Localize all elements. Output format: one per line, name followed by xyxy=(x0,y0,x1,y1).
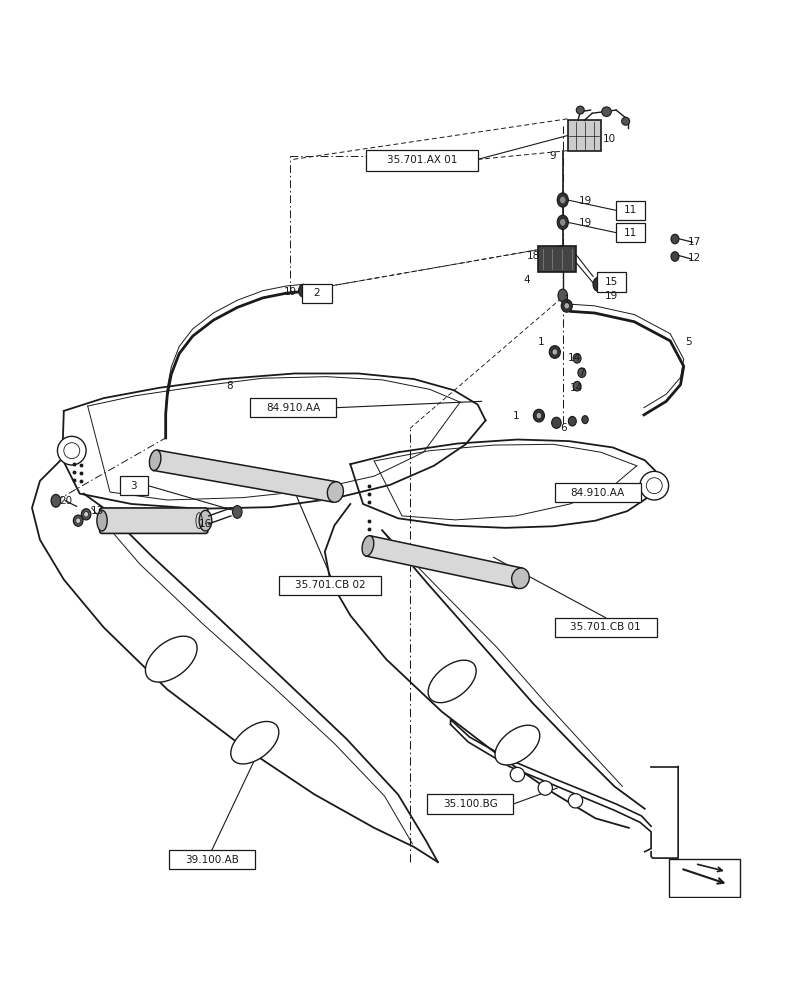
Circle shape xyxy=(58,436,86,465)
Text: 19: 19 xyxy=(578,218,592,228)
Text: 1: 1 xyxy=(512,411,518,421)
Circle shape xyxy=(646,478,662,494)
FancyBboxPatch shape xyxy=(616,201,644,220)
FancyBboxPatch shape xyxy=(366,150,477,171)
Text: 35.100.BG: 35.100.BG xyxy=(443,799,497,809)
FancyBboxPatch shape xyxy=(250,398,336,417)
FancyBboxPatch shape xyxy=(100,508,208,533)
Ellipse shape xyxy=(511,568,529,589)
Text: 18: 18 xyxy=(526,251,539,261)
Circle shape xyxy=(568,794,582,808)
Ellipse shape xyxy=(573,381,581,391)
FancyBboxPatch shape xyxy=(427,794,513,814)
Ellipse shape xyxy=(556,193,568,207)
FancyBboxPatch shape xyxy=(616,223,644,242)
Ellipse shape xyxy=(577,368,585,377)
Text: 2: 2 xyxy=(313,288,320,298)
Text: 11: 11 xyxy=(623,228,637,238)
FancyBboxPatch shape xyxy=(567,120,600,151)
Circle shape xyxy=(639,471,667,500)
Ellipse shape xyxy=(75,518,80,523)
Text: 8: 8 xyxy=(225,381,233,391)
Text: 16: 16 xyxy=(199,519,212,529)
Text: 4: 4 xyxy=(523,275,530,285)
Text: 19: 19 xyxy=(578,196,592,206)
Ellipse shape xyxy=(559,218,565,226)
Ellipse shape xyxy=(149,450,161,470)
Text: 35.701.CB 02: 35.701.CB 02 xyxy=(294,580,365,590)
Text: 1: 1 xyxy=(538,337,544,347)
Text: 17: 17 xyxy=(687,237,700,247)
Ellipse shape xyxy=(427,660,475,703)
Text: 35.701.AX 01: 35.701.AX 01 xyxy=(386,155,457,165)
FancyBboxPatch shape xyxy=(596,272,624,292)
Text: 7: 7 xyxy=(577,368,584,378)
Ellipse shape xyxy=(199,510,212,531)
Text: 6: 6 xyxy=(560,423,566,433)
Ellipse shape xyxy=(548,346,560,358)
Text: 9: 9 xyxy=(548,151,555,161)
FancyBboxPatch shape xyxy=(538,246,576,272)
Ellipse shape xyxy=(559,196,565,204)
Ellipse shape xyxy=(51,494,61,507)
Polygon shape xyxy=(153,450,337,502)
Ellipse shape xyxy=(535,412,541,419)
Ellipse shape xyxy=(560,299,572,312)
Ellipse shape xyxy=(533,409,544,422)
Ellipse shape xyxy=(551,417,560,428)
Text: 84.910.AA: 84.910.AA xyxy=(265,403,320,413)
Ellipse shape xyxy=(81,509,91,520)
Text: 11: 11 xyxy=(623,205,637,215)
Text: 12: 12 xyxy=(687,253,700,263)
Circle shape xyxy=(576,106,584,114)
FancyBboxPatch shape xyxy=(169,850,255,869)
Ellipse shape xyxy=(145,636,197,682)
FancyBboxPatch shape xyxy=(302,284,332,303)
Ellipse shape xyxy=(592,277,603,292)
Ellipse shape xyxy=(230,721,278,764)
Ellipse shape xyxy=(97,510,107,531)
Ellipse shape xyxy=(556,215,568,229)
Text: 14: 14 xyxy=(569,383,582,393)
Circle shape xyxy=(601,107,611,116)
Ellipse shape xyxy=(670,252,678,261)
Ellipse shape xyxy=(557,289,567,302)
Text: 15: 15 xyxy=(604,277,617,287)
Ellipse shape xyxy=(73,515,83,526)
Ellipse shape xyxy=(564,303,569,309)
Ellipse shape xyxy=(495,725,539,765)
Polygon shape xyxy=(365,536,522,588)
Ellipse shape xyxy=(581,416,587,424)
Text: 5: 5 xyxy=(684,337,691,347)
Text: 19: 19 xyxy=(604,291,617,301)
Circle shape xyxy=(64,443,79,459)
Ellipse shape xyxy=(551,349,557,355)
Ellipse shape xyxy=(84,512,88,517)
FancyBboxPatch shape xyxy=(279,576,381,595)
FancyBboxPatch shape xyxy=(667,859,740,897)
Text: 14: 14 xyxy=(568,353,581,363)
Ellipse shape xyxy=(327,482,343,502)
Ellipse shape xyxy=(573,354,581,363)
Text: 19: 19 xyxy=(284,287,297,297)
Text: 84.910.AA: 84.910.AA xyxy=(570,488,624,498)
Text: 20: 20 xyxy=(59,496,73,506)
Text: 1: 1 xyxy=(563,295,569,305)
FancyBboxPatch shape xyxy=(119,476,148,495)
Text: 10: 10 xyxy=(603,134,616,144)
FancyBboxPatch shape xyxy=(554,618,656,637)
Text: 39.100.AB: 39.100.AB xyxy=(185,855,238,865)
Text: 3: 3 xyxy=(131,481,137,491)
Circle shape xyxy=(509,767,524,782)
Ellipse shape xyxy=(232,506,242,518)
Ellipse shape xyxy=(568,416,576,426)
Circle shape xyxy=(621,117,629,125)
Text: 13: 13 xyxy=(91,506,104,516)
Ellipse shape xyxy=(298,284,307,297)
Ellipse shape xyxy=(670,234,678,244)
FancyBboxPatch shape xyxy=(554,483,640,502)
Text: 35.701.CB 01: 35.701.CB 01 xyxy=(569,622,640,632)
Ellipse shape xyxy=(362,536,373,556)
Circle shape xyxy=(538,781,551,795)
